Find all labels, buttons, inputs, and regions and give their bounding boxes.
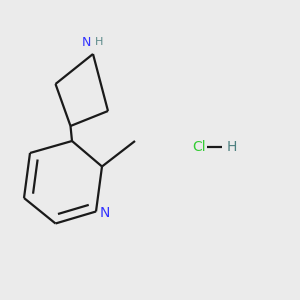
Text: H: H [226,140,237,154]
Text: N: N [82,37,92,50]
Text: H: H [94,38,103,47]
Text: N: N [100,206,110,220]
Text: Cl: Cl [192,140,206,154]
